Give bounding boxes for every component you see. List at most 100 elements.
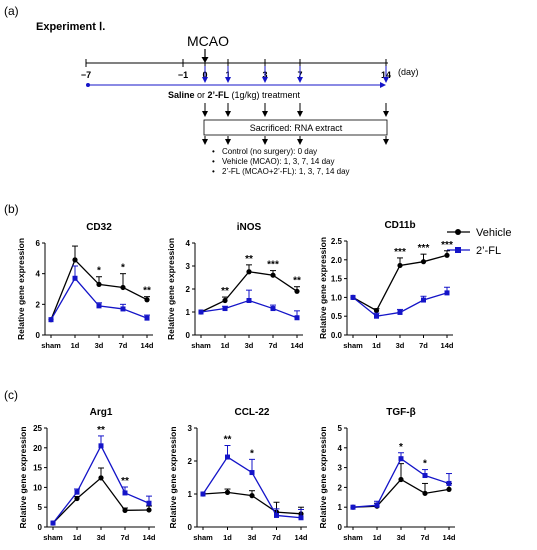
data-point	[294, 315, 300, 321]
data-point	[374, 313, 379, 319]
significance-label: ***	[394, 247, 406, 258]
y-axis-label: Relative gene expression	[168, 426, 178, 528]
group-item: Vehicle (MCAO): 1, 3, 7, 14 day	[222, 157, 335, 166]
series-line	[52, 444, 150, 524]
y-tick-label: 1.5	[331, 275, 343, 284]
data-point	[98, 475, 104, 481]
data-point	[144, 315, 150, 321]
x-tick-label: 1d	[73, 533, 82, 542]
significance-label: **	[224, 434, 232, 445]
x-tick-label: 7d	[419, 341, 428, 350]
significance-label: *	[250, 448, 254, 459]
x-tick-label: 1d	[71, 341, 80, 350]
x-tick-label: 7d	[119, 341, 128, 350]
data-point	[122, 490, 128, 496]
panel-label-a: (a)	[4, 4, 19, 18]
x-tick-label: 3d	[396, 341, 405, 350]
group-item: Control (no surgery): 0 day	[222, 147, 317, 156]
x-tick-label: 3d	[245, 341, 254, 350]
data-point	[246, 298, 252, 303]
data-point	[222, 306, 228, 312]
sacrifice-box	[203, 119, 388, 136]
y-tick-label: 10	[33, 483, 42, 492]
legend-fl-marker	[455, 247, 461, 253]
y-axis-label: Relative gene expression	[318, 237, 328, 339]
data-point	[398, 456, 404, 462]
data-point	[298, 515, 304, 521]
data-point	[98, 443, 104, 449]
data-point	[422, 490, 428, 496]
y-axis-label: Relative gene expression	[16, 238, 26, 340]
x-tick-label: 3d	[397, 533, 406, 542]
legend: Vehicle 2’-FL	[447, 227, 511, 257]
chart-title: TGF-β	[386, 407, 415, 418]
series-vehicle	[350, 463, 452, 510]
series-vehicle	[200, 488, 304, 517]
mcao-label: MCAO	[187, 33, 229, 49]
data-point	[249, 493, 255, 499]
sacrifice-arrow-head	[262, 111, 268, 117]
significance-label: **	[143, 286, 151, 297]
data-point	[249, 470, 255, 476]
group-arrow-head	[225, 139, 231, 145]
y-axis-label: Relative gene expression	[18, 426, 28, 528]
data-point	[146, 507, 152, 513]
y-tick-label: 25	[33, 424, 42, 433]
data-point	[397, 262, 403, 269]
data-point	[422, 473, 428, 479]
series-vehicle	[48, 245, 150, 323]
sacrifice-arrows	[202, 103, 389, 117]
x-tick-label: sham	[343, 533, 363, 542]
y-tick-label: 0	[36, 331, 41, 340]
data-point	[225, 454, 230, 460]
x-tick-label: 14d	[143, 533, 156, 542]
y-axis-label: Relative gene expression	[166, 238, 176, 340]
group-arrow-head	[383, 139, 389, 145]
treatment-text: Saline or 2’-FL (1g/kg) treatment	[168, 90, 301, 100]
chart-title: Arg1	[90, 407, 113, 418]
data-point	[246, 269, 252, 275]
group-arrow-head	[297, 139, 303, 145]
x-tick-label: 14d	[443, 533, 456, 542]
y-tick-label: 2.0	[331, 256, 343, 265]
significance-label: ***	[418, 243, 430, 254]
significance-label: *	[121, 263, 125, 274]
x-tick-label: 7d	[121, 533, 130, 542]
series-fl	[350, 452, 452, 510]
x-tick-label: sham	[191, 341, 211, 350]
group-arrow-head	[262, 139, 268, 145]
x-tick-label: 14d	[291, 341, 304, 350]
y-tick-label: 2	[338, 483, 343, 492]
data-point	[420, 259, 427, 265]
y-tick-label: 4	[186, 239, 191, 248]
x-tick-label: sham	[193, 533, 213, 542]
data-point	[74, 489, 80, 495]
y-axis-label: Relative gene expression	[318, 426, 328, 528]
y-tick-label: 0	[188, 523, 193, 532]
sacrifice-arrow-head	[297, 111, 303, 117]
significance-label: *	[97, 266, 101, 277]
data-point	[274, 512, 279, 518]
data-point	[270, 306, 276, 312]
significance-label: *	[399, 442, 403, 453]
group-arrow-head	[202, 139, 208, 145]
significance-label: **	[245, 254, 253, 265]
treatment-arrow-head	[225, 77, 231, 83]
legend-vehicle-marker	[455, 229, 461, 235]
sacrifice-arrow-head	[225, 111, 231, 117]
legend-fl-label: 2’-FL	[476, 245, 501, 257]
treatment-arrow-head	[297, 77, 303, 83]
data-point	[350, 294, 356, 300]
x-tick-label: 14d	[441, 341, 454, 350]
x-tick-label: sham	[343, 341, 363, 350]
series-line	[52, 476, 150, 524]
series-fl	[200, 444, 304, 521]
y-tick-label: 2	[186, 285, 191, 294]
data-point	[50, 520, 56, 526]
charts: CD32 Relative gene expression 0 2 4 6 sham 1d 3d…	[16, 220, 456, 542]
y-tick-label: 1	[186, 308, 191, 317]
y-tick-label: 5	[338, 424, 343, 433]
day-unit: (day)	[398, 67, 419, 77]
data-point	[122, 507, 128, 513]
group-list: • Control (no surgery): 0 day • Vehicle …	[212, 147, 350, 176]
